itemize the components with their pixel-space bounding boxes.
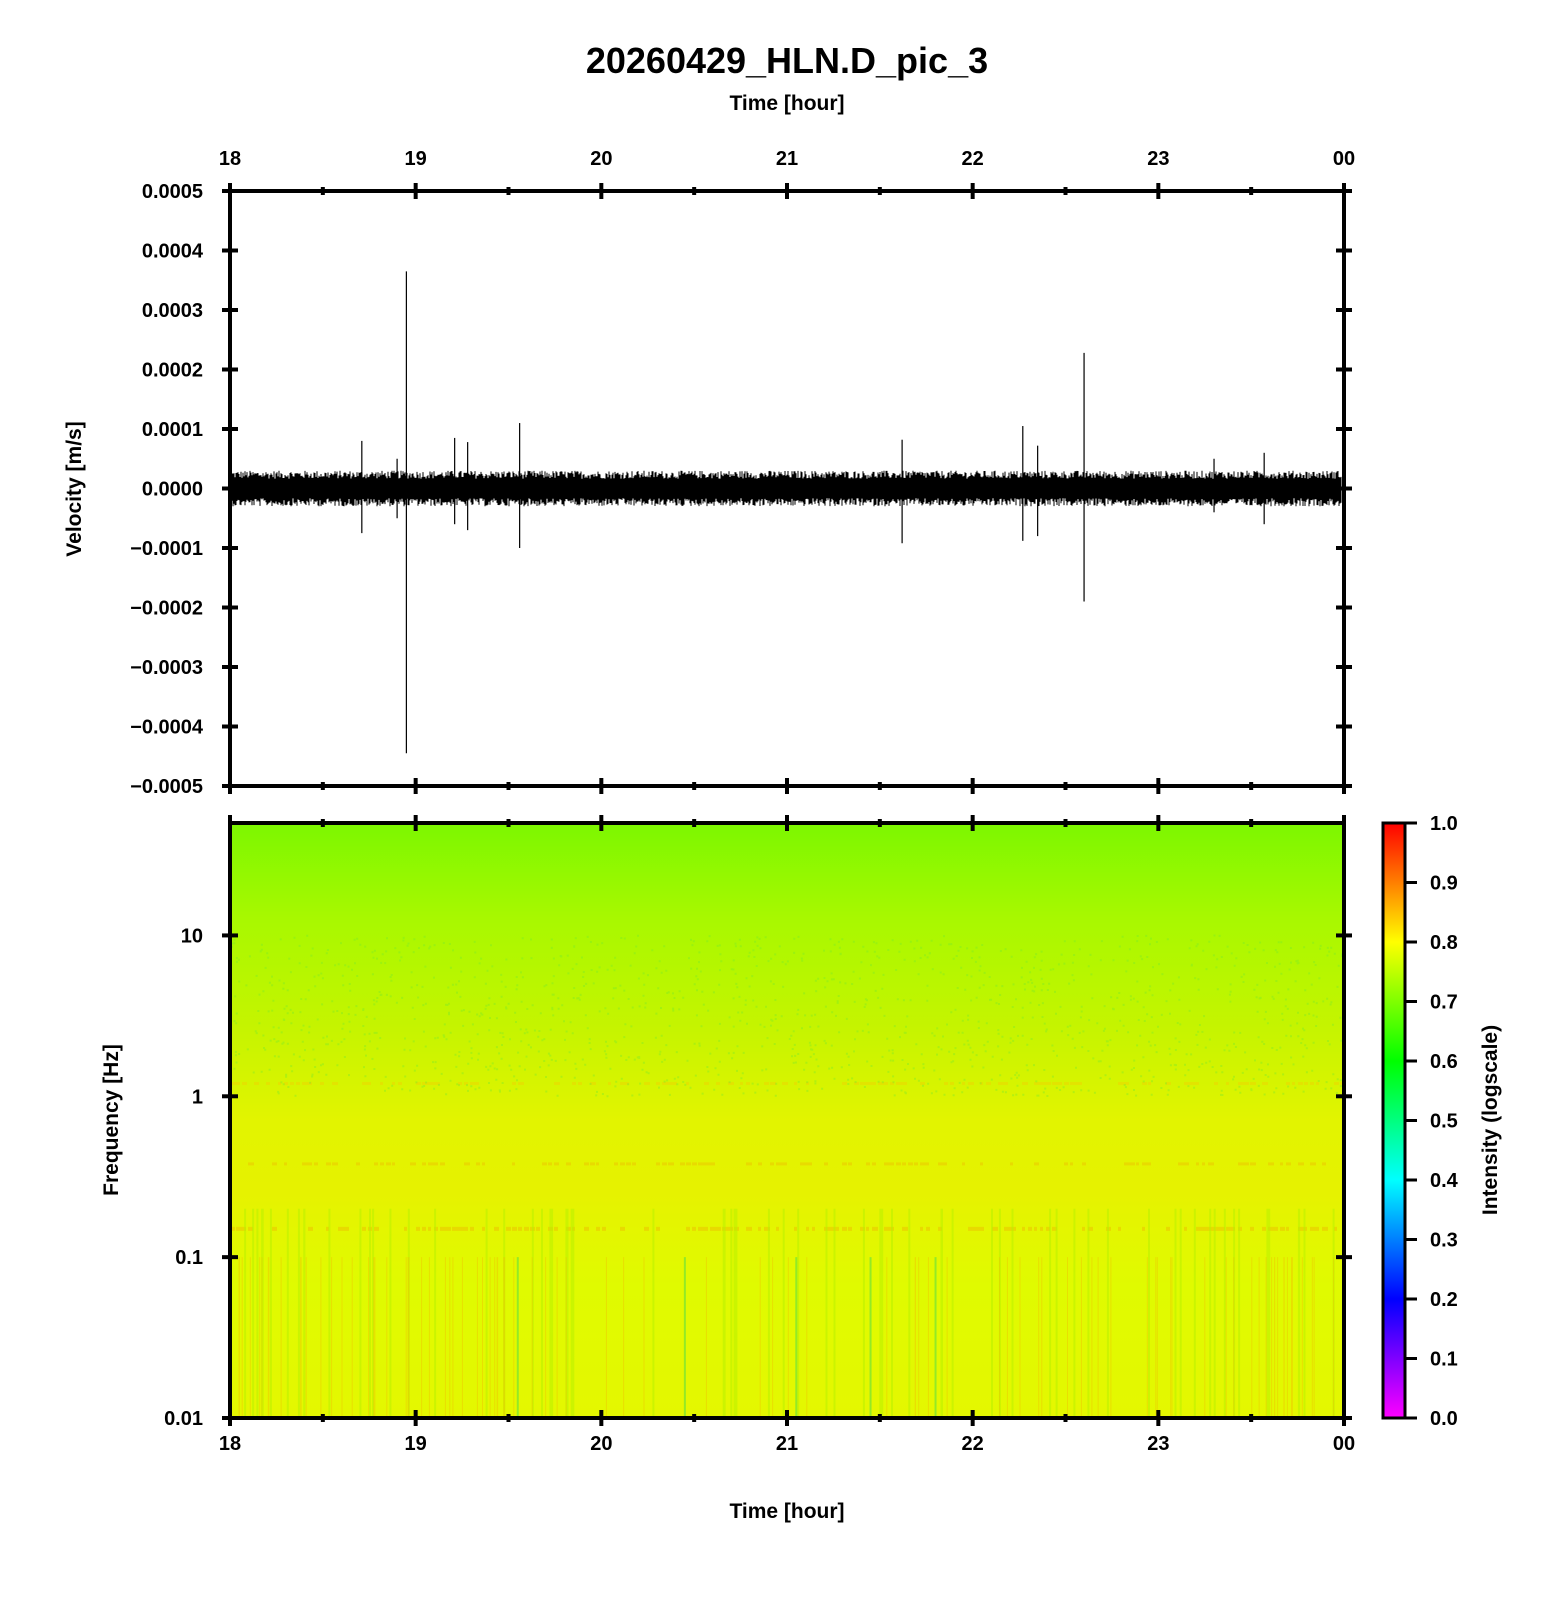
colorbar-ticks: 1.0 0.9 0.8 0.7 0.6 0.5 0.4 0.3 0.2 0.1 0.0	[1405, 813, 1459, 1430]
x-tick-label: 19	[405, 1433, 427, 1455]
waveform-noise	[231, 470, 1342, 507]
colorbar-tick-label: 0.5	[1430, 1111, 1458, 1133]
y-tick-label: 0.0000	[142, 479, 203, 501]
x-tick-label: 00	[1333, 1433, 1355, 1455]
y-tick-label: −0.0003	[130, 657, 203, 679]
x-tick-label: 18	[219, 148, 241, 170]
spectrogram-texture	[230, 934, 1344, 1418]
spectrogram-y-axis-label: Frequency [Hz]	[100, 1044, 123, 1196]
y-tick-label: −0.0001	[130, 538, 203, 560]
colorbar-tick-label: 0.0	[1430, 1408, 1458, 1430]
x-tick-label: 19	[405, 148, 427, 170]
x-tick-label: 18	[219, 1433, 241, 1455]
y-tick-label: 0.01	[164, 1408, 203, 1430]
spectrogram-panel: 18 19 20 21 22 23 00 10 1 0.1 0.01	[164, 815, 1355, 1455]
spectrogram-stripes	[244, 1208, 1335, 1418]
waveform-y-axis-label: Velocity [m/s]	[63, 421, 86, 556]
spectrogram-frame	[228, 821, 1346, 1420]
chart-title: 20260429_HLN.D_pic_3	[586, 40, 988, 81]
waveform-panel: 18 19 20 21 22 23 00 0.0005 0.0004 0.0003 0.0002 0.…	[130, 148, 1355, 798]
spectrogram-stripes	[238, 1257, 1335, 1418]
x-tick-label: 20	[590, 148, 612, 170]
y-tick-label: −0.0002	[130, 598, 203, 620]
colorbar-tick-label: 1.0	[1430, 813, 1458, 835]
spectrogram-speckle	[230, 934, 1344, 1098]
colorbar-label: Intensity (logscale)	[1479, 1025, 1502, 1215]
x-tick-label: 23	[1147, 1433, 1169, 1455]
waveform-trace	[231, 271, 1342, 754]
x-tick-label: 22	[962, 1433, 984, 1455]
spectrogram-ticks: 18 19 20 21 22 23 00 10 1 0.1 0.01	[164, 815, 1355, 1455]
colorbar-tick-label: 0.2	[1430, 1289, 1458, 1311]
y-tick-label: 0.0001	[142, 419, 203, 441]
spectrogram-background	[230, 823, 1344, 1418]
y-tick-label: −0.0005	[130, 776, 203, 798]
colorbar-tick-label: 0.3	[1430, 1230, 1458, 1252]
bottom-x-axis-label: Time [hour]	[729, 1500, 844, 1523]
colorbar-tick-label: 0.8	[1430, 932, 1458, 954]
x-tick-label: 20	[590, 1433, 612, 1455]
y-tick-label: −0.0004	[130, 717, 204, 739]
x-tick-label: 22	[962, 148, 984, 170]
colorbar-gradient	[1381, 821, 1407, 1420]
x-tick-label: 00	[1333, 148, 1355, 170]
top-x-axis-label: Time [hour]	[729, 92, 844, 115]
colorbar: 1.0 0.9 0.8 0.7 0.6 0.5 0.4 0.3 0.2 0.1 0.0	[1381, 813, 1459, 1430]
y-tick-label: 0.0003	[142, 300, 203, 322]
colorbar-tick-label: 0.9	[1430, 873, 1458, 895]
y-tick-label: 0.0005	[142, 181, 203, 203]
y-tick-label: 10	[181, 925, 203, 947]
colorbar-tick-label: 0.4	[1430, 1170, 1459, 1192]
x-tick-label: 21	[776, 148, 798, 170]
y-tick-label: 0.0004	[142, 241, 204, 263]
x-tick-label: 23	[1147, 148, 1169, 170]
x-tick-label: 21	[776, 1433, 798, 1455]
y-tick-label: 0.0002	[142, 360, 203, 382]
colorbar-tick-label: 0.7	[1430, 992, 1458, 1014]
y-tick-label: 1	[192, 1086, 203, 1108]
colorbar-tick-label: 0.1	[1430, 1349, 1458, 1371]
waveform-frame	[228, 189, 1346, 788]
y-tick-label: 0.1	[175, 1247, 203, 1269]
colorbar-tick-label: 0.6	[1430, 1051, 1458, 1073]
